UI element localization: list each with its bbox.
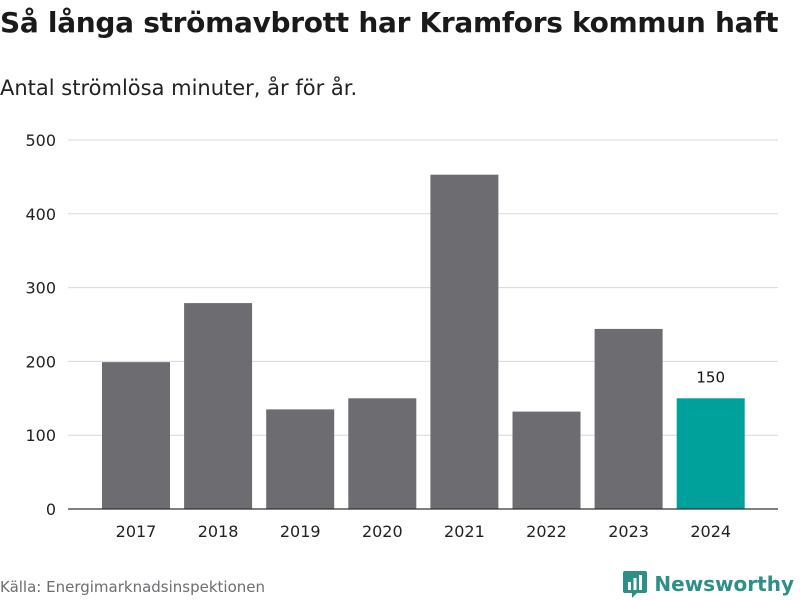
y-tick-label: 300 (25, 279, 56, 298)
bar-2023[interactable] (594, 328, 663, 509)
brand-name: Newsworthy (654, 572, 794, 596)
bar-2021[interactable] (430, 174, 499, 509)
bar-2018[interactable] (184, 303, 253, 509)
y-tick-label: 0 (46, 500, 56, 519)
bars (102, 174, 745, 509)
bar-2022[interactable] (512, 411, 581, 509)
source-note: Källa: Energimarknadsinspektionen (0, 578, 266, 596)
bar-2024[interactable] (676, 398, 745, 509)
chart-subtitle: Antal strömlösa minuter, år för år. (0, 76, 358, 100)
chart-title: Så långa strömavbrott har Kramfors kommu… (0, 6, 779, 39)
bar-2020[interactable] (348, 398, 417, 509)
x-tick-label-2022: 2022 (526, 522, 567, 541)
y-tick-label: 200 (25, 352, 56, 371)
gridlines (68, 139, 778, 436)
newsworthy-logo-icon (623, 571, 648, 598)
y-axis-ticks: 0 100 200 300 400 500 (25, 131, 56, 519)
x-tick-label-2023: 2023 (608, 522, 649, 541)
bar-2019[interactable] (266, 409, 335, 509)
y-tick-label: 400 (25, 205, 56, 224)
x-tick-label-2019: 2019 (280, 522, 321, 541)
data-label: 150 (696, 368, 725, 386)
x-axis-ticks: 2017 2018 2019 2020 2021 2022 2023 2024 (116, 522, 731, 541)
bar-2017[interactable] (102, 362, 170, 509)
x-tick-label-2018: 2018 (198, 522, 239, 541)
x-tick-label-2024: 2024 (690, 522, 731, 541)
data-labels: 150 (696, 368, 725, 386)
brand-logo[interactable]: Newsworthy (622, 569, 794, 599)
y-tick-label: 100 (25, 426, 56, 445)
x-tick-label-2021: 2021 (444, 522, 485, 541)
x-tick-label-2020: 2020 (362, 522, 403, 541)
x-tick-label-2017: 2017 (116, 522, 157, 541)
y-tick-label: 500 (25, 131, 56, 150)
